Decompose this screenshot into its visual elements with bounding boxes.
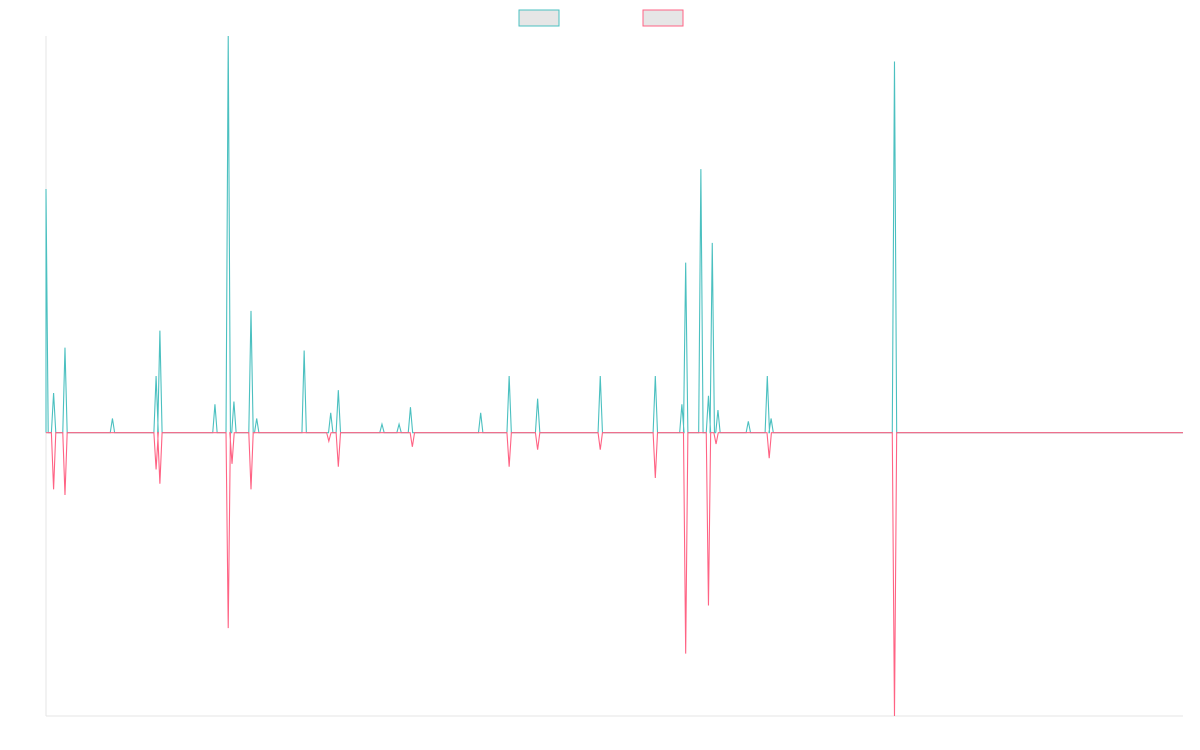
data-point[interactable] (507, 374, 511, 378)
data-point[interactable] (507, 465, 511, 469)
data-point[interactable] (684, 652, 688, 656)
data-point[interactable] (158, 329, 162, 333)
data-point[interactable] (232, 400, 236, 404)
data-point[interactable] (699, 167, 703, 171)
data-point[interactable] (706, 394, 710, 398)
legend-swatch-1[interactable] (642, 9, 684, 27)
data-point[interactable] (52, 487, 56, 491)
data-point[interactable] (536, 397, 540, 401)
data-point[interactable] (110, 417, 114, 421)
data-point[interactable] (158, 482, 162, 486)
data-point[interactable] (213, 402, 217, 406)
data-point[interactable] (408, 405, 412, 409)
data-point[interactable] (479, 411, 483, 415)
data-point[interactable] (892, 714, 896, 718)
data-point[interactable] (336, 465, 340, 469)
data-point[interactable] (336, 388, 340, 392)
data-point[interactable] (598, 374, 602, 378)
data-point[interactable] (327, 439, 331, 443)
data-point[interactable] (154, 468, 158, 472)
data-point[interactable] (329, 411, 333, 415)
data-point[interactable] (746, 419, 750, 423)
data-point[interactable] (226, 626, 230, 630)
data-point[interactable] (52, 391, 56, 395)
axes (45, 36, 1183, 717)
data-point[interactable] (680, 402, 684, 406)
data-point[interactable] (63, 346, 67, 350)
data-point[interactable] (765, 374, 769, 378)
data-point[interactable] (653, 476, 657, 480)
series-layer (44, 34, 1183, 718)
data-point[interactable] (716, 408, 720, 412)
data-point[interactable] (769, 417, 773, 421)
data-point[interactable] (230, 462, 234, 466)
data-point[interactable] (249, 487, 253, 491)
legend[interactable] (518, 9, 684, 27)
series-line-1 (46, 432, 1183, 717)
legend-swatch-0[interactable] (518, 9, 560, 27)
data-point[interactable] (249, 309, 253, 313)
data-point[interactable] (380, 422, 384, 426)
series-line-0 (45, 35, 1183, 434)
data-point[interactable] (410, 445, 414, 449)
data-point[interactable] (255, 417, 259, 421)
data-point[interactable] (706, 604, 710, 608)
data-point[interactable] (302, 349, 306, 353)
data-point[interactable] (226, 34, 230, 38)
data-point[interactable] (63, 493, 67, 497)
data-point[interactable] (397, 422, 401, 426)
data-point[interactable] (892, 60, 896, 64)
data-point[interactable] (598, 448, 602, 452)
data-point[interactable] (684, 261, 688, 265)
data-point[interactable] (767, 456, 771, 460)
data-point[interactable] (710, 241, 714, 245)
data-point[interactable] (653, 374, 657, 378)
data-point[interactable] (44, 187, 48, 191)
data-point[interactable] (714, 442, 718, 446)
data-point[interactable] (536, 448, 540, 452)
data-point[interactable] (154, 374, 158, 378)
